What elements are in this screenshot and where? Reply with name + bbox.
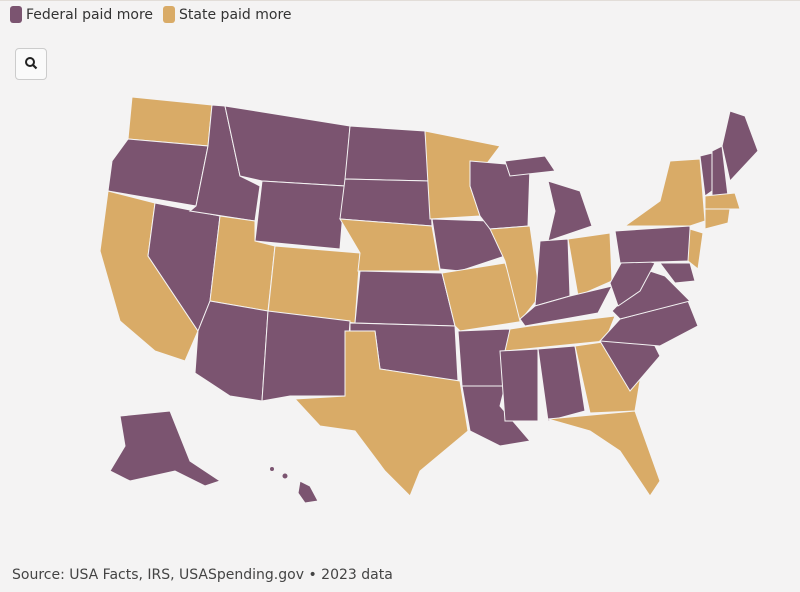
search-button[interactable] <box>15 48 47 80</box>
state-region[interactable] <box>297 480 319 504</box>
legend: Federal paid more State paid more <box>10 6 292 23</box>
legend-swatch <box>163 6 176 23</box>
state-region[interactable] <box>339 178 433 227</box>
state-region[interactable] <box>567 232 613 297</box>
state-region[interactable] <box>267 245 361 324</box>
state-region[interactable] <box>127 96 213 147</box>
state-region[interactable] <box>547 410 661 497</box>
state-region[interactable] <box>704 192 741 210</box>
state-region[interactable] <box>441 262 526 332</box>
state-region[interactable] <box>107 138 209 207</box>
legend-label: Federal paid more <box>26 6 154 23</box>
us-map <box>99 96 759 504</box>
legend-item: Federal paid more <box>10 6 153 23</box>
state-region[interactable] <box>194 300 269 402</box>
state-region[interactable] <box>109 410 222 487</box>
state-region[interactable] <box>537 345 586 422</box>
state-region[interactable] <box>431 218 506 272</box>
state-region[interactable] <box>254 180 346 250</box>
state-region[interactable] <box>704 208 731 230</box>
state-region[interactable] <box>354 270 456 327</box>
state-region[interactable] <box>598 300 699 347</box>
search-icon <box>25 56 38 69</box>
state-region[interactable] <box>504 155 556 177</box>
state-region[interactable] <box>339 218 441 272</box>
state-region[interactable] <box>261 310 351 402</box>
state-region[interactable] <box>659 262 696 284</box>
source-note: Source: USA Facts, IRS, USASpending.gov … <box>12 567 393 583</box>
state-region[interactable] <box>224 105 351 187</box>
state-region[interactable] <box>504 315 616 352</box>
state-region[interactable] <box>281 472 289 480</box>
state-region[interactable] <box>293 330 469 497</box>
state-region[interactable] <box>687 228 704 270</box>
state-region[interactable] <box>534 238 571 307</box>
state-region[interactable] <box>721 110 759 183</box>
state-region[interactable] <box>489 225 541 323</box>
legend-swatch <box>10 6 22 23</box>
state-region[interactable] <box>269 466 275 472</box>
state-region[interactable] <box>547 180 593 242</box>
legend-label: State paid more <box>179 6 292 23</box>
state-region[interactable] <box>344 125 431 182</box>
state-region[interactable] <box>499 348 539 422</box>
state-region[interactable] <box>614 225 691 264</box>
legend-item: State paid more <box>163 6 292 23</box>
state-region[interactable] <box>623 158 706 227</box>
